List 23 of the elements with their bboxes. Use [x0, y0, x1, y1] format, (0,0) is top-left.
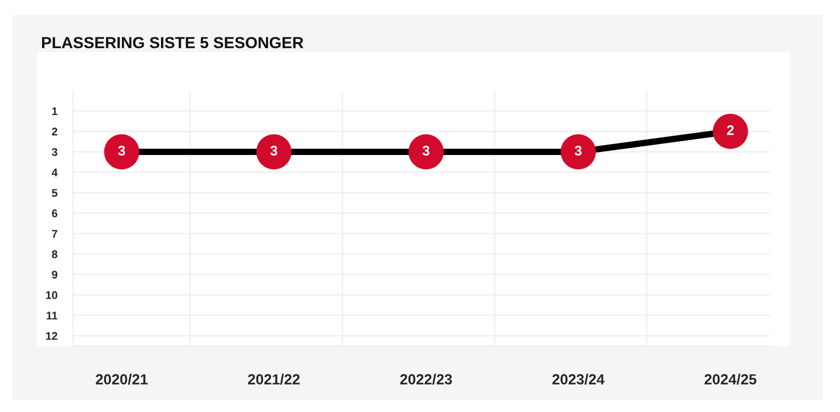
- y-tick-label: 7: [52, 230, 58, 238]
- x-tick-label: 2023/24: [552, 374, 605, 385]
- y-tick-label: 10: [46, 291, 58, 300]
- y-tick-label: 1: [52, 107, 58, 115]
- y-tick-label: 12: [46, 332, 58, 340]
- y-tick-label: 9: [52, 270, 58, 279]
- x-tick-label: 2020/21: [96, 374, 148, 385]
- data-label: 3: [270, 146, 278, 156]
- x-tick-label: 2024/25: [704, 374, 756, 385]
- y-tick-label: 8: [52, 250, 58, 258]
- data-label: 2: [727, 125, 734, 135]
- y-tick-label: 5: [52, 189, 58, 197]
- x-tick-label: 2021/22: [248, 374, 300, 385]
- y-tick-label: 2: [52, 128, 58, 136]
- y-tick-label: 3: [52, 148, 58, 156]
- y-tick-label: 6: [52, 209, 58, 218]
- data-label: 3: [422, 146, 430, 156]
- chart-title: PLASSERING SISTE 5 SESONGER: [42, 36, 304, 48]
- data-label: 3: [574, 146, 582, 156]
- x-tick-label: 2022/23: [400, 374, 452, 385]
- y-tick-label: 4: [52, 168, 58, 176]
- y-tick-label: 11: [46, 312, 58, 320]
- data-label: 3: [118, 146, 126, 156]
